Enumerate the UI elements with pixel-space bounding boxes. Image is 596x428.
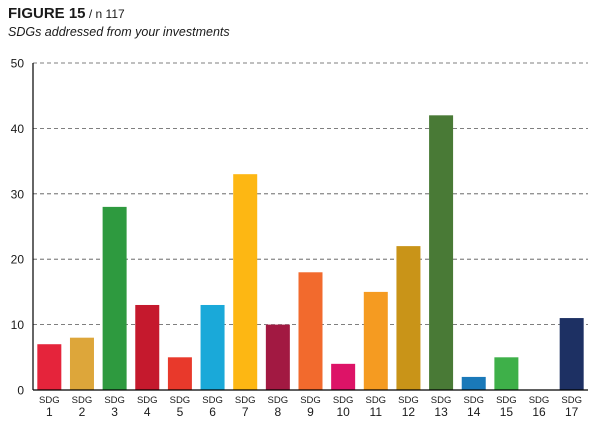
bar-sdg-17: [559, 318, 584, 390]
bar-sdg-2: [69, 337, 94, 390]
y-tick-label: 30: [11, 187, 25, 201]
bar-sdg-14: [461, 376, 486, 390]
x-tick-prefix: SDG: [333, 395, 354, 406]
figure-header: FIGURE 15 / n 117 SDGs addressed from yo…: [8, 4, 230, 41]
bar-sdg-1: [37, 344, 62, 390]
axes: [32, 63, 588, 391]
x-tick-prefix: SDG: [104, 395, 125, 406]
x-tick-prefix: SDG: [170, 395, 191, 406]
bar-sdg-7: [233, 174, 258, 390]
x-tick-label: 3: [111, 405, 118, 419]
x-tick-label: 4: [144, 405, 151, 419]
y-tick-label: 40: [11, 122, 25, 136]
x-tick-label: 9: [307, 405, 314, 419]
x-tick-prefix: SDG: [72, 395, 93, 406]
x-tick-label: 1: [46, 405, 53, 419]
bar-sdg-3: [102, 206, 127, 390]
bar-sdg-9: [298, 272, 323, 390]
x-tick-label: 17: [565, 405, 579, 419]
x-tick-prefix: SDG: [235, 395, 256, 406]
x-tick-prefix: SDG: [268, 395, 289, 406]
x-tick-label: 14: [467, 405, 481, 419]
x-tick-label: 7: [242, 405, 249, 419]
figure-label: FIGURE 15: [8, 5, 86, 22]
x-tick-label: 8: [275, 405, 282, 419]
figure-sample-size: / n 117: [85, 7, 125, 21]
y-tick-labels: 0 10 20 30 40 50: [11, 57, 25, 398]
bar-sdg-13: [429, 115, 454, 390]
x-tick-label: 11: [370, 405, 383, 419]
bar-sdg-6: [200, 304, 225, 390]
x-tick-label: 10: [336, 405, 350, 419]
y-tick-label: 0: [17, 384, 24, 398]
y-tick-label: 20: [11, 253, 25, 267]
bars: [37, 115, 584, 390]
figure-title-line: FIGURE 15 / n 117: [8, 4, 230, 24]
x-tick-prefix: SDG: [39, 395, 60, 406]
x-tick-prefix: SDG: [137, 395, 158, 406]
x-tick-prefix: SDG: [398, 395, 419, 406]
x-tick-prefix: SDG: [300, 395, 321, 406]
x-tick-labels: SDG1SDG2SDG3SDG4SDG5SDG6SDG7SDG8SDG9SDG1…: [39, 395, 582, 419]
x-tick-label: 6: [209, 405, 216, 419]
x-tick-label: 13: [434, 405, 448, 419]
bar-sdg-5: [167, 357, 192, 390]
bar-sdg-12: [396, 246, 421, 390]
x-tick-label: 16: [532, 405, 546, 419]
x-tick-label: 15: [500, 405, 514, 419]
x-tick-prefix: SDG: [365, 395, 386, 406]
x-tick-label: 12: [402, 405, 416, 419]
bar-sdg-10: [331, 363, 356, 390]
x-tick-prefix: SDG: [202, 395, 223, 406]
x-tick-prefix: SDG: [561, 395, 582, 406]
x-tick-prefix: SDG: [463, 395, 484, 406]
bar-sdg-11: [363, 291, 388, 390]
y-tick-label: 10: [11, 318, 25, 332]
bar-sdg-8: [265, 324, 290, 390]
x-tick-label: 2: [79, 405, 86, 419]
bar-sdg-15: [494, 357, 519, 390]
figure-subtitle: SDGs addressed from your investments: [8, 25, 230, 39]
y-tick-label: 50: [11, 57, 25, 71]
bar-sdg-4: [135, 304, 160, 390]
x-tick-prefix: SDG: [431, 395, 452, 406]
x-tick-prefix: SDG: [496, 395, 517, 406]
x-tick-prefix: SDG: [529, 395, 550, 406]
x-tick-label: 5: [177, 405, 184, 419]
